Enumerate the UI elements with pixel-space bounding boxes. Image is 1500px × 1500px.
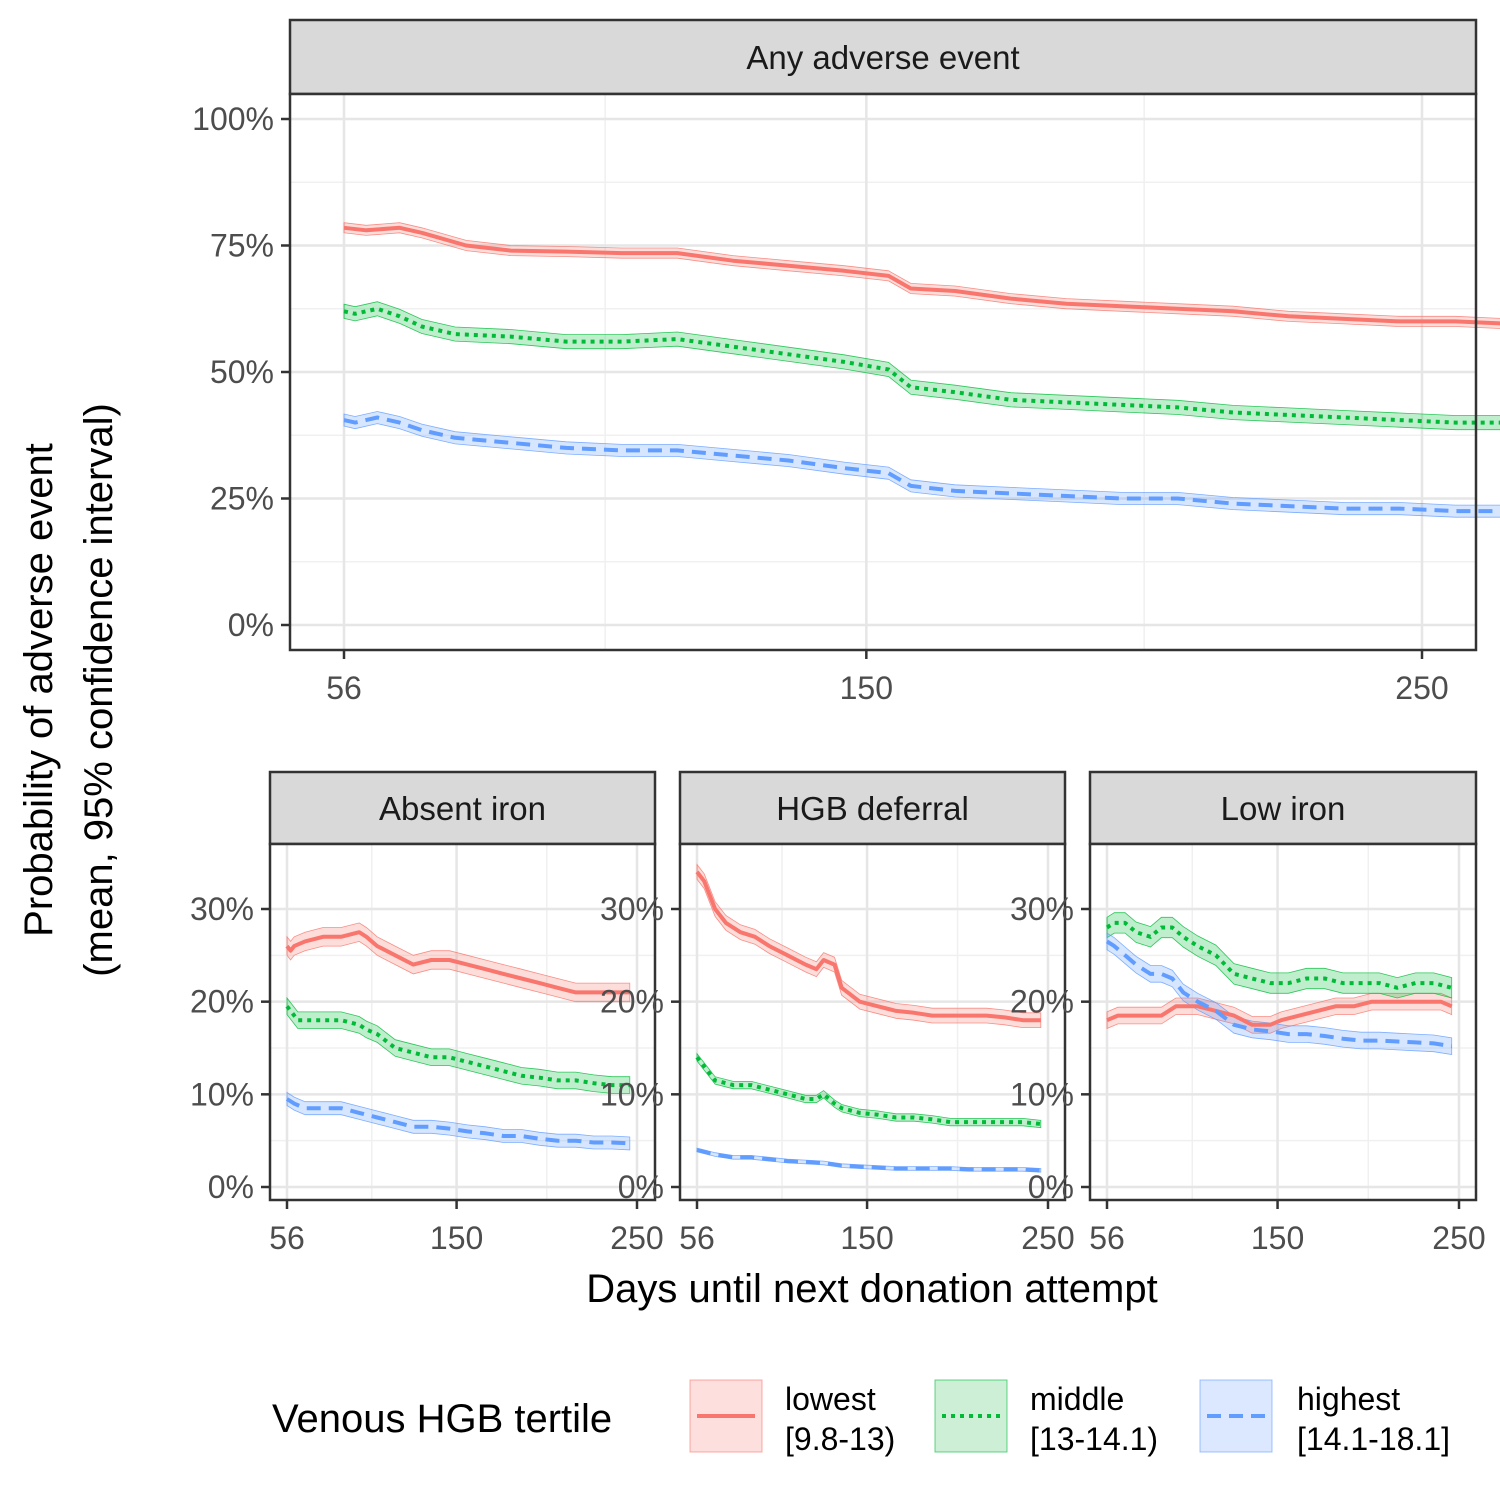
- x-tick-label: 250: [1021, 1220, 1074, 1256]
- y-tick-label: 50%: [210, 354, 274, 390]
- y-tick-label: 0%: [618, 1169, 664, 1205]
- series-line-lowest: [695, 870, 1041, 1023]
- facet-panel: Low iron 0% 10% 20% 30% 56 150 250: [1010, 770, 1486, 1256]
- ci-ribbon-middle: [1106, 912, 1453, 999]
- legend-label-highest: highest: [1297, 1381, 1400, 1417]
- facet-panel: Absent iron 0% 10% 20% 30% 56 150 250: [190, 770, 664, 1256]
- series-line-highest: [285, 1097, 630, 1146]
- x-tick-label: 56: [269, 1220, 305, 1256]
- legend: Venous HGB tertile lowest [9.8-13) middle […: [272, 1379, 1450, 1457]
- strip-title: HGB deferral: [776, 790, 969, 827]
- y-tick-label: 10%: [190, 1076, 254, 1112]
- ci-ribbon-lowest: [343, 222, 1500, 329]
- series-line-highest: [696, 1147, 1041, 1173]
- ci-ribbon-middle: [343, 301, 1500, 431]
- panel-border: [268, 842, 657, 1202]
- y-tick-label: 20%: [190, 984, 254, 1020]
- legend-item-lowest: lowest [9.8-13): [689, 1379, 895, 1457]
- strip-title: Low iron: [1221, 790, 1346, 827]
- series-line-highest: [343, 415, 1500, 514]
- series-line-lowest: [285, 930, 630, 995]
- strip-title: Any adverse event: [746, 39, 1019, 76]
- strip-background: [288, 18, 1478, 96]
- strip-title: Absent iron: [379, 790, 546, 827]
- x-tick-label: 150: [430, 1220, 483, 1256]
- series-line-lowest: [343, 225, 1500, 326]
- legend-label-lowest: lowest: [785, 1381, 876, 1417]
- facet-panel: HGB deferral 0% 10% 20% 30% 56 150 250: [600, 770, 1075, 1256]
- x-tick-label: 56: [679, 1220, 715, 1256]
- x-tick-label: 150: [840, 1220, 893, 1256]
- y-tick-label: 30%: [600, 891, 664, 927]
- strip-background: [268, 770, 657, 846]
- facet-panels: Any adverse event 0% 25% 50% 75% 100% 56 150 250…: [190, 18, 1500, 1256]
- x-tick-label: 250: [1395, 670, 1448, 706]
- legend-title: Venous HGB tertile: [272, 1397, 612, 1441]
- x-tick-label: 150: [840, 670, 893, 706]
- y-tick-label: 20%: [600, 984, 664, 1020]
- y-tick-label: 0%: [208, 1169, 254, 1205]
- x-tick-label: 250: [610, 1220, 663, 1256]
- legend-label-middle: middle: [1030, 1381, 1124, 1417]
- y-tick-label: 100%: [192, 101, 274, 137]
- series-line-middle: [343, 306, 1500, 425]
- facet-panel: Any adverse event 0% 25% 50% 75% 100% 56 150 250: [192, 18, 1500, 706]
- x-axis-title: Days until next donation attempt: [586, 1267, 1157, 1311]
- legend-range-lowest: [9.8-13): [785, 1421, 895, 1457]
- panel-border: [1088, 842, 1478, 1202]
- legend-item-middle: middle [13-14.1): [934, 1379, 1158, 1457]
- x-tick-label: 56: [326, 670, 362, 706]
- y-tick-label: 20%: [1010, 984, 1074, 1020]
- y-axis-title-line1: Probability of adverse event: [17, 443, 61, 937]
- series-line-middle: [285, 1005, 630, 1088]
- y-axis-title-line2: (mean, 95% confidence interval): [77, 403, 121, 977]
- x-tick-label: 250: [1432, 1220, 1485, 1256]
- ci-ribbon-highest: [286, 1091, 631, 1151]
- series-line-highest: [1105, 939, 1452, 1049]
- y-tick-label: 30%: [190, 891, 254, 927]
- panel-border: [678, 842, 1067, 1202]
- ci-ribbon-highest: [343, 411, 1500, 518]
- legend-range-middle: [13-14.1): [1030, 1421, 1158, 1457]
- series-line-lowest: [1106, 999, 1453, 1027]
- legend-item-highest: highest [14.1-18.1]: [1199, 1379, 1450, 1457]
- x-tick-label: 56: [1089, 1220, 1125, 1256]
- y-tick-label: 75%: [210, 228, 274, 264]
- y-tick-label: 0%: [228, 607, 274, 643]
- y-tick-label: 25%: [210, 481, 274, 517]
- x-tick-label: 150: [1251, 1220, 1304, 1256]
- y-tick-label: 30%: [1010, 891, 1074, 927]
- y-tick-label: 10%: [600, 1076, 664, 1112]
- y-tick-label: 0%: [1028, 1169, 1074, 1205]
- y-tick-label: 10%: [1010, 1076, 1074, 1112]
- legend-range-highest: [14.1-18.1]: [1297, 1421, 1450, 1457]
- strip-background: [678, 770, 1067, 846]
